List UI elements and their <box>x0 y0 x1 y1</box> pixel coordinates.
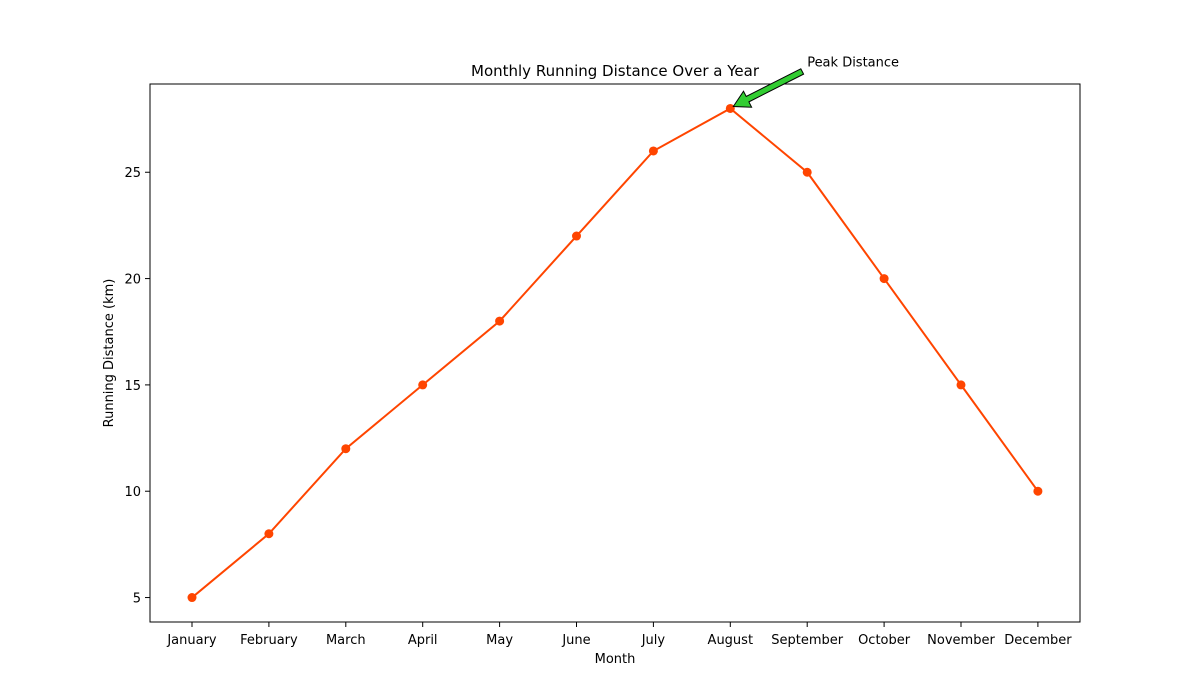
x-tick-label: November <box>927 633 995 648</box>
data-point <box>341 444 351 454</box>
x-tick-label: June <box>561 633 590 648</box>
data-point <box>802 167 812 177</box>
data-point <box>418 380 428 390</box>
data-point <box>187 593 197 603</box>
y-tick-label: 25 <box>124 166 141 181</box>
data-point <box>648 146 658 156</box>
data-point <box>879 274 889 284</box>
data-point <box>1033 486 1043 496</box>
annotation-text: Peak Distance <box>807 55 899 70</box>
y-tick-label: 5 <box>133 592 141 607</box>
x-tick-label: August <box>708 633 754 648</box>
data-point <box>956 380 966 390</box>
x-tick-label: September <box>771 633 844 648</box>
x-tick-label: December <box>1004 633 1072 648</box>
y-tick-label: 20 <box>124 273 141 288</box>
series-group <box>187 103 1043 603</box>
y-tick-label: 10 <box>124 485 141 500</box>
plot-area <box>149 83 1081 623</box>
x-tick-label: October <box>858 633 911 648</box>
y-axis: 5 10 15 20 25 <box>124 166 150 607</box>
y-tick-label: 15 <box>124 379 141 394</box>
x-axis: January February March April May June July Augu… <box>166 622 1072 648</box>
series-line <box>191 107 1039 599</box>
x-tick-label: July <box>641 633 666 648</box>
x-tick-label: February <box>240 633 298 648</box>
annotation-group: Peak Distance <box>732 55 899 108</box>
x-axis-label: Month <box>595 652 636 667</box>
annotation-arrow <box>732 68 805 108</box>
data-point <box>572 231 581 241</box>
x-tick-label: January <box>166 633 217 648</box>
data-point <box>264 529 274 539</box>
data-point <box>725 103 735 113</box>
x-tick-label: May <box>486 633 513 648</box>
y-axis-label: Running Distance (km) <box>102 279 117 428</box>
x-tick-label: April <box>408 633 438 648</box>
x-tick-label: March <box>326 633 366 648</box>
chart-title: Monthly Running Distance Over a Year <box>471 62 760 80</box>
data-point <box>495 316 505 326</box>
